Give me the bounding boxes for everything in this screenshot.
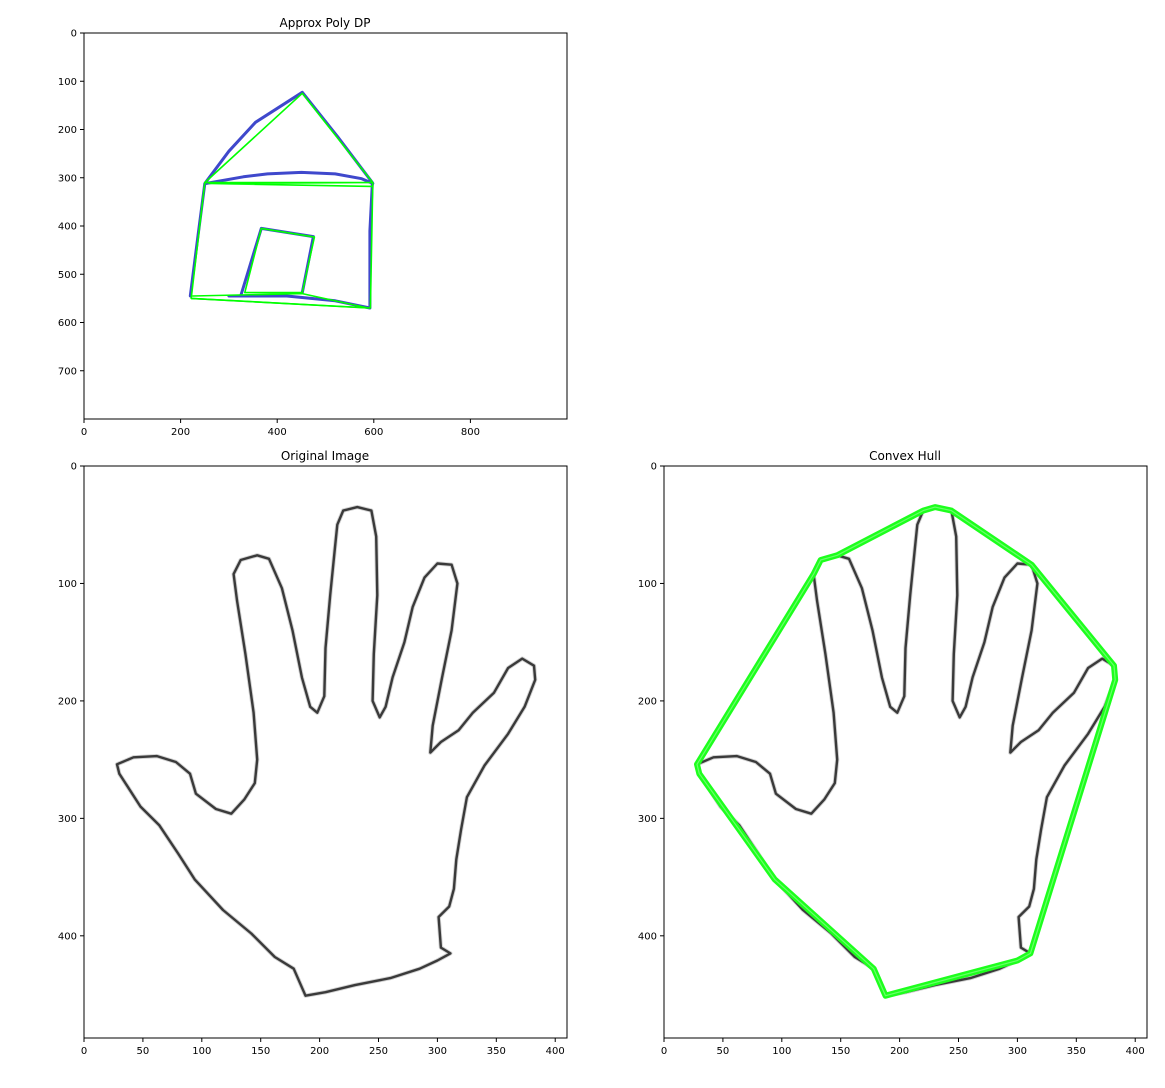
x-tick-label: 200 xyxy=(310,1046,329,1057)
plot-marks xyxy=(114,505,538,998)
y-tick-label: 0 xyxy=(71,462,77,473)
approx-floor-polygon xyxy=(190,292,369,309)
contour-roof-arc xyxy=(204,170,375,185)
convex-hull-highlight xyxy=(696,506,1116,997)
x-tick-label: 0 xyxy=(661,1046,667,1057)
approx-roof-base-polygon xyxy=(204,181,374,188)
y-tick-label: 400 xyxy=(638,931,657,942)
x-tick-label: 50 xyxy=(137,1046,150,1057)
x-tick-label: 350 xyxy=(1067,1046,1086,1057)
x-tick-label: 300 xyxy=(1008,1046,1027,1057)
plot-marks xyxy=(694,504,1119,999)
y-tick-label: 300 xyxy=(58,173,77,184)
x-tick-label: 100 xyxy=(772,1046,791,1057)
axis-ticks: 0 50 100 150 200 250 300 350 400 0 100 200 300 400 xyxy=(638,462,1145,1058)
y-tick-label: 200 xyxy=(638,696,657,707)
axes-frame xyxy=(83,465,568,1039)
y-tick-label: 100 xyxy=(638,579,657,590)
y-tick-label: 300 xyxy=(638,814,657,825)
x-tick-label: 300 xyxy=(428,1046,447,1057)
y-tick-label: 400 xyxy=(58,222,77,233)
y-tick-label: 100 xyxy=(58,77,77,88)
y-tick-label: 200 xyxy=(58,696,77,707)
x-tick-label: 250 xyxy=(949,1046,968,1057)
x-tick-label: 0 xyxy=(81,1046,87,1057)
x-tick-label: 150 xyxy=(251,1046,270,1057)
y-tick-label: 500 xyxy=(58,270,77,281)
x-tick-label: 800 xyxy=(461,427,480,438)
axes-frame xyxy=(663,465,1148,1039)
x-tick-label: 250 xyxy=(369,1046,388,1057)
subplot-title: Convex Hull xyxy=(869,449,941,463)
x-tick-label: 0 xyxy=(81,427,87,438)
subplot-convex-hull: Convex Hull 0 50 100 150 200 250 300 350 400 0 100… xyxy=(638,449,1148,1058)
axis-ticks: 0 50 100 150 200 250 300 350 400 0 100 200 300 400 xyxy=(58,462,565,1058)
y-tick-label: 400 xyxy=(58,931,77,942)
x-tick-label: 150 xyxy=(831,1046,850,1057)
x-tick-label: 200 xyxy=(890,1046,909,1057)
approx-door-polygon xyxy=(244,227,316,294)
subplot-title: Original Image xyxy=(281,449,369,463)
x-tick-label: 400 xyxy=(546,1046,565,1057)
x-tick-label: 400 xyxy=(268,427,287,438)
x-tick-label: 350 xyxy=(487,1046,506,1057)
subplot-approx-poly-dp: Approx Poly DP 0 200 400 600 800 0 100 200 300 40… xyxy=(58,16,568,439)
y-tick-label: 0 xyxy=(71,29,77,40)
y-tick-label: 200 xyxy=(58,125,77,136)
y-tick-label: 0 xyxy=(651,462,657,473)
y-tick-label: 100 xyxy=(58,579,77,590)
hand-outline xyxy=(695,505,1117,997)
subplot-original-image: Original Image 0 50 100 150 200 250 300 350 4000… xyxy=(58,449,568,1058)
x-tick-label: 400 xyxy=(1126,1046,1145,1057)
hand-outline xyxy=(115,505,537,997)
x-tick-label: 200 xyxy=(171,427,190,438)
axis-ticks: 0 200 400 600 800 0 100 200 300 400 500 600 700 xyxy=(58,29,480,439)
x-tick-label: 600 xyxy=(364,427,383,438)
plot-marks xyxy=(188,90,375,310)
subplot-title: Approx Poly DP xyxy=(280,16,371,30)
axes-frame xyxy=(83,32,568,420)
y-tick-label: 300 xyxy=(58,814,77,825)
y-tick-label: 600 xyxy=(58,318,77,329)
x-tick-label: 50 xyxy=(717,1046,730,1057)
y-tick-label: 700 xyxy=(58,366,77,377)
x-tick-label: 100 xyxy=(192,1046,211,1057)
